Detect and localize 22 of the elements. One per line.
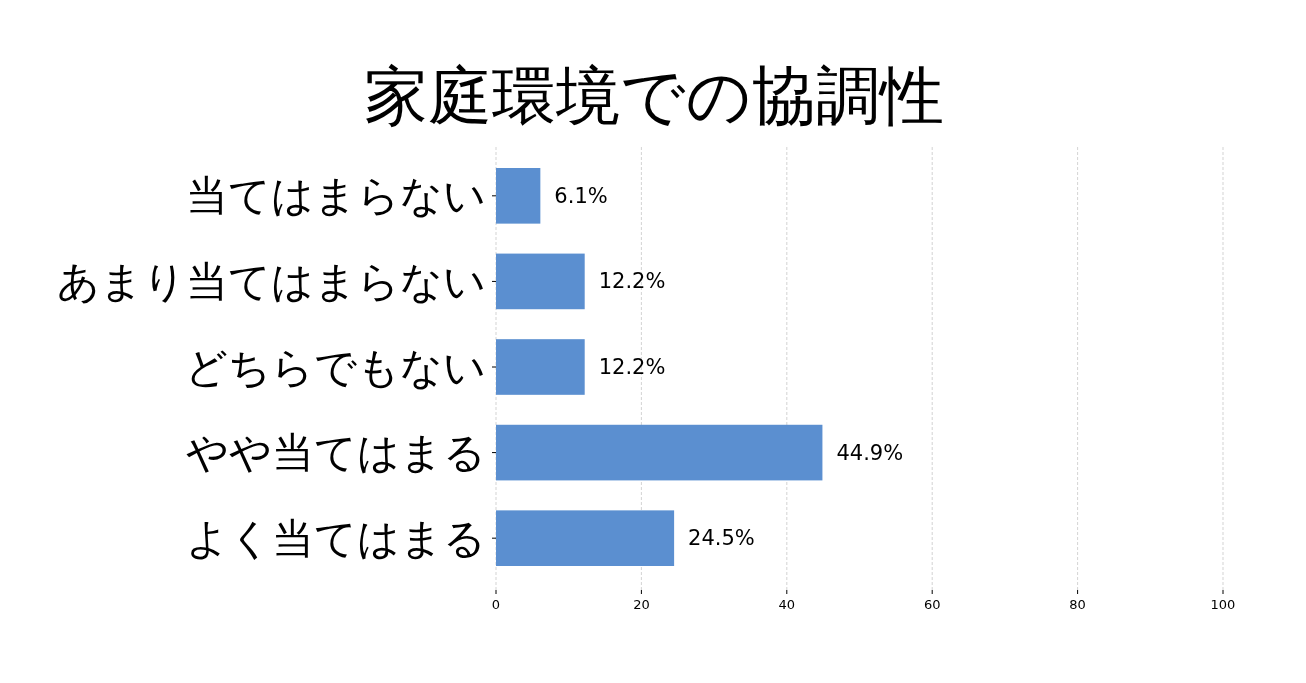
data-label: 12.2%	[598, 269, 666, 294]
x-tick-label: 40	[778, 596, 796, 612]
bar	[496, 510, 675, 566]
x-tick-label: 100	[1210, 596, 1236, 612]
data-label: 6.1%	[554, 183, 608, 208]
data-label: 12.2%	[598, 355, 666, 379]
data-label: 44.9%	[836, 440, 904, 465]
y-tick-label: どちらでもない	[185, 342, 486, 392]
bar	[496, 253, 585, 310]
x-tick-label: 20	[633, 596, 650, 612]
bar	[496, 168, 541, 224]
y-tick-label: 当てはまらない	[186, 171, 486, 221]
y-tick-label: あまり当てはまらない	[57, 256, 486, 306]
bar	[496, 424, 823, 481]
chart-title: 家庭環境での協調性	[364, 58, 944, 133]
bar	[496, 339, 585, 395]
x-tick-label: 0	[491, 596, 501, 612]
x-tick-label: 60	[923, 596, 941, 612]
y-tick-label: よく当てはまる	[186, 513, 486, 563]
data-label: 24.5%	[688, 526, 755, 551]
y-tick-label: やや当てはまる	[186, 428, 486, 478]
x-tick-label: 80	[1069, 596, 1086, 612]
